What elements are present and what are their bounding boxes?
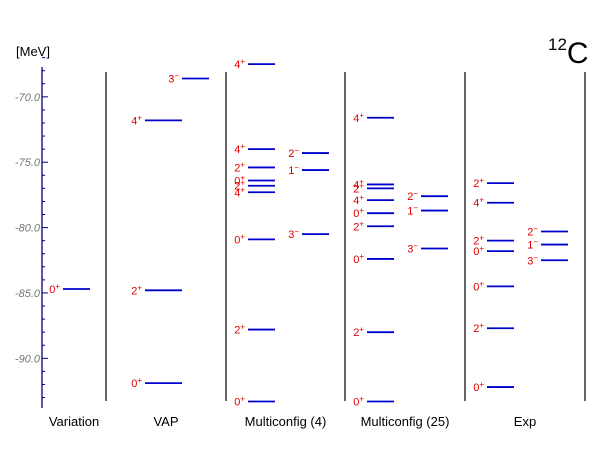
level-label: 2+ <box>234 179 245 193</box>
level-label: 0+ <box>473 244 484 258</box>
level-label: 2+ <box>353 325 364 339</box>
level-label: 4+ <box>353 193 364 207</box>
column-label: VAP <box>153 414 178 429</box>
level-label: 2+ <box>234 323 245 337</box>
column-label: Multiconfig (4) <box>245 414 327 429</box>
level-label: 2+ <box>353 219 364 233</box>
level-label: 2+ <box>353 181 364 195</box>
level-label: 1− <box>407 204 418 218</box>
level-label: 0+ <box>353 206 364 220</box>
level-label: 3− <box>288 227 299 241</box>
y-tick-label: -90.0 <box>15 353 41 365</box>
level-label: 1− <box>527 238 538 252</box>
level-label: 0+ <box>234 394 245 408</box>
level-label: 4+ <box>353 177 364 191</box>
level-label: 2+ <box>473 321 484 335</box>
level-label: 0+ <box>131 376 142 390</box>
level-label: 0+ <box>234 174 245 188</box>
level-label: 3− <box>407 241 418 255</box>
y-axis: -70.0 -75.0 -80.0 -85.0 -90.0 [MeV] <box>15 44 50 408</box>
column-label: Multiconfig (25) <box>361 414 450 429</box>
level-label: 2− <box>288 146 299 160</box>
level-label: 0+ <box>353 394 364 408</box>
level-label: 0+ <box>353 252 364 266</box>
column-label: Variation <box>49 414 99 429</box>
column-label: Exp <box>514 414 536 429</box>
y-tick-label: -75.0 <box>15 157 41 169</box>
level-label: 2− <box>527 225 538 239</box>
level-label: 0+ <box>234 232 245 246</box>
chart-title: 12C <box>548 35 589 70</box>
y-tick-label: -85.0 <box>15 288 41 300</box>
level-label: 3− <box>168 72 179 86</box>
level-label: 2+ <box>131 283 142 297</box>
level-label: 4+ <box>234 57 245 71</box>
level-label: 4+ <box>234 142 245 156</box>
level-label: 4+ <box>353 111 364 125</box>
level-label: 2− <box>407 189 418 203</box>
energy-levels <box>63 63 568 403</box>
level-label: 2+ <box>473 176 484 190</box>
level-label: 4+ <box>473 196 484 210</box>
y-tick-label: -70.0 <box>15 92 41 104</box>
level-label: 0+ <box>473 380 484 394</box>
level-label: 1− <box>288 163 299 177</box>
y-tick-label: -80.0 <box>15 223 41 235</box>
level-label: 3− <box>527 253 538 267</box>
level-label: 0+ <box>473 279 484 293</box>
y-axis-unit-label: [MeV] <box>16 44 50 59</box>
column-dividers <box>105 72 586 401</box>
level-label: 2+ <box>234 160 245 174</box>
level-label: 4+ <box>234 185 245 199</box>
level-label: 2+ <box>473 234 484 248</box>
level-label: 4+ <box>131 113 142 127</box>
level-label: 0+ <box>49 282 60 296</box>
